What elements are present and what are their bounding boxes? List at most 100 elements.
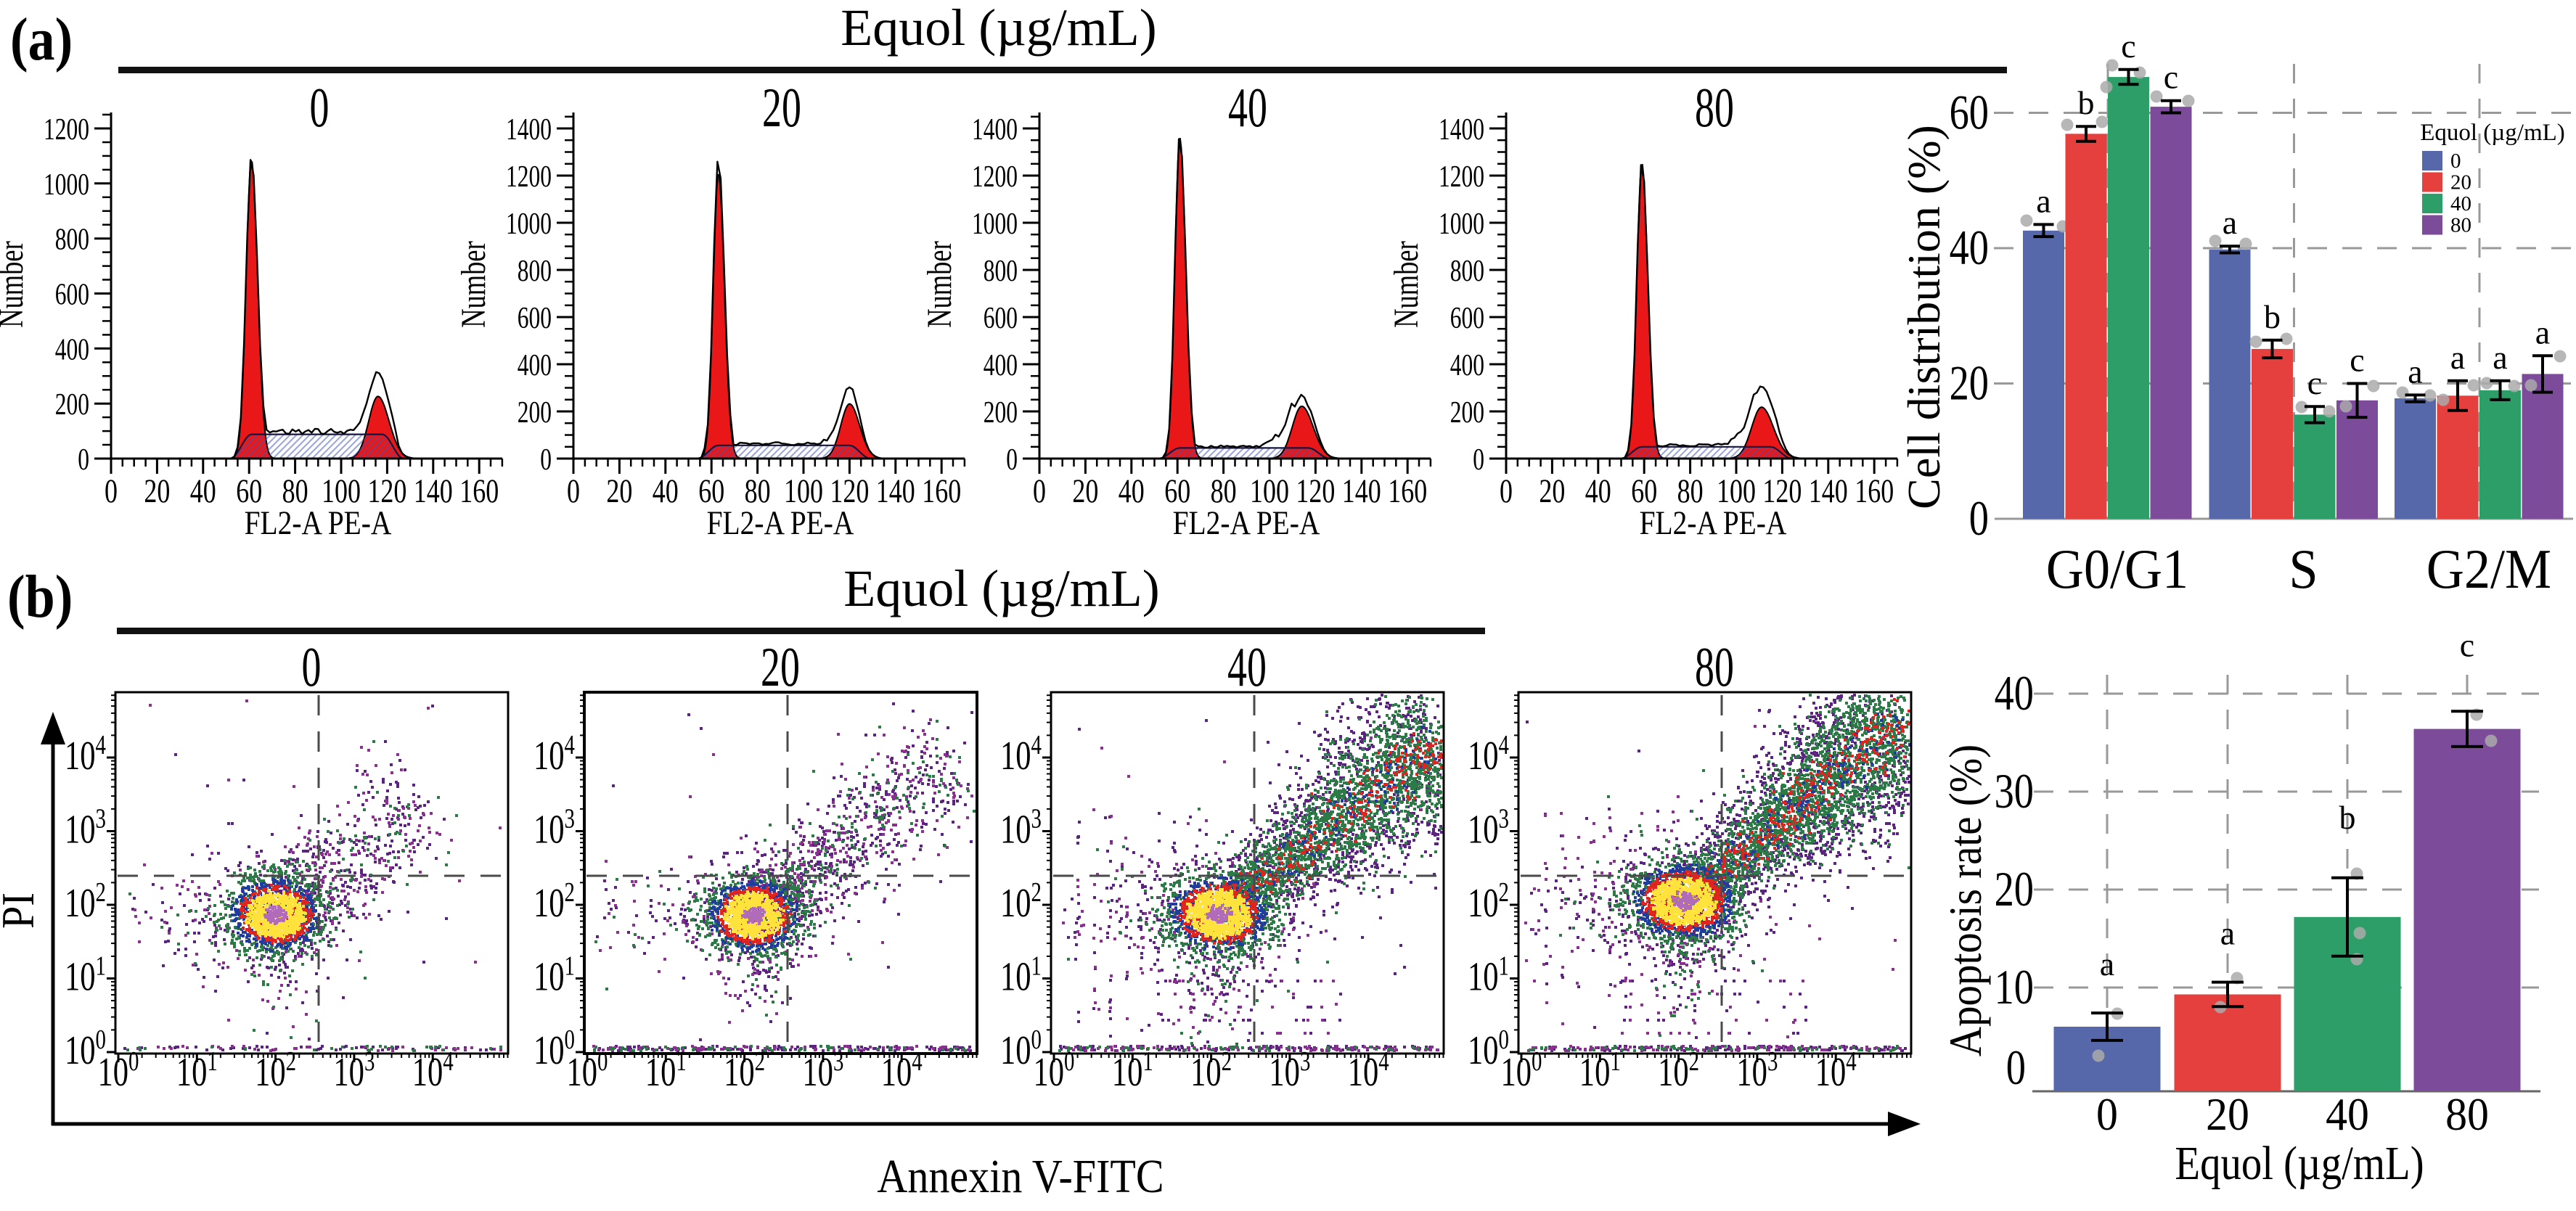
svg-text:a: a (2493, 339, 2507, 376)
svg-text:0: 0 (540, 443, 552, 477)
svg-text:Equol (µg/mL): Equol (µg/mL) (843, 559, 1159, 617)
svg-text:20: 20 (606, 473, 632, 511)
svg-text:104: 104 (1815, 1046, 1857, 1094)
svg-text:103: 103 (1000, 804, 1042, 852)
svg-text:0: 0 (302, 637, 322, 699)
svg-text:40: 40 (1995, 666, 2034, 721)
svg-text:800: 800 (518, 255, 552, 288)
svg-text:120: 120 (830, 473, 869, 511)
svg-text:0: 0 (2006, 1040, 2026, 1095)
svg-text:120: 120 (1296, 473, 1335, 511)
svg-text:1000: 1000 (506, 208, 552, 241)
svg-text:1200: 1200 (44, 113, 89, 147)
svg-text:Equol (µg/mL): Equol (µg/mL) (841, 0, 1156, 57)
svg-text:400: 400 (518, 349, 552, 382)
svg-text:800: 800 (55, 223, 89, 256)
svg-text:80: 80 (1695, 78, 1734, 139)
svg-text:200: 200 (1450, 396, 1484, 430)
svg-text:a: a (2100, 945, 2114, 982)
svg-text:80: 80 (282, 473, 308, 511)
svg-text:60: 60 (236, 473, 262, 511)
svg-text:40: 40 (1950, 221, 1989, 275)
svg-text:c: c (2307, 364, 2322, 401)
svg-text:80: 80 (1211, 473, 1237, 511)
svg-text:S: S (2289, 539, 2318, 601)
svg-text:40: 40 (1119, 473, 1145, 511)
svg-text:c: c (2460, 626, 2474, 663)
svg-text:60: 60 (1950, 86, 1989, 140)
svg-text:Number: Number (0, 241, 30, 328)
svg-text:1400: 1400 (506, 113, 552, 147)
svg-text:1000: 1000 (44, 168, 89, 202)
svg-text:a: a (2223, 204, 2237, 241)
svg-text:FL2-A PE-A: FL2-A PE-A (707, 504, 854, 542)
svg-text:160: 160 (1855, 473, 1894, 511)
svg-text:60: 60 (1164, 473, 1190, 511)
svg-text:40: 40 (2450, 192, 2471, 215)
svg-text:FL2-A PE-A: FL2-A PE-A (1173, 504, 1320, 542)
svg-text:400: 400 (55, 333, 89, 366)
svg-text:G0/G1: G0/G1 (2046, 539, 2188, 601)
svg-text:0: 0 (310, 78, 330, 139)
svg-text:Apoptosis rate (%): Apoptosis rate (%) (1940, 744, 1992, 1056)
svg-text:200: 200 (984, 396, 1018, 430)
svg-text:c: c (2164, 59, 2178, 96)
svg-text:140: 140 (414, 473, 453, 511)
svg-text:b: b (2339, 799, 2356, 836)
svg-text:Annexin V-FITC: Annexin V-FITC (877, 1151, 1164, 1203)
svg-text:20: 20 (1950, 356, 1989, 411)
svg-text:1000: 1000 (972, 208, 1018, 241)
svg-text:140: 140 (1342, 473, 1381, 511)
svg-text:1000: 1000 (1439, 208, 1484, 241)
svg-text:40: 40 (2326, 1090, 2369, 1141)
svg-text:Number: Number (920, 241, 959, 328)
svg-text:20: 20 (762, 78, 801, 139)
svg-text:20: 20 (2206, 1090, 2249, 1141)
svg-text:600: 600 (1450, 302, 1484, 335)
svg-text:60: 60 (698, 473, 724, 511)
svg-text:Cell distribution (%): Cell distribution (%) (1898, 125, 1950, 509)
svg-text:160: 160 (459, 473, 499, 511)
svg-text:Number: Number (454, 241, 493, 328)
svg-text:600: 600 (518, 302, 552, 335)
svg-text:60: 60 (1631, 473, 1657, 511)
svg-text:FL2-A PE-A: FL2-A PE-A (1640, 504, 1787, 542)
svg-text:20: 20 (1539, 473, 1565, 511)
svg-text:0: 0 (2450, 149, 2461, 173)
svg-text:100: 100 (784, 473, 823, 511)
svg-text:Equol (µg/mL): Equol (µg/mL) (2420, 120, 2565, 146)
svg-text:80: 80 (745, 473, 771, 511)
svg-text:103: 103 (333, 1046, 375, 1094)
svg-text:30: 30 (1995, 764, 2034, 818)
svg-text:FL2-A PE-A: FL2-A PE-A (245, 504, 392, 542)
svg-text:0: 0 (1969, 491, 1989, 546)
svg-text:100: 100 (1000, 1025, 1042, 1072)
svg-text:0: 0 (78, 443, 89, 477)
svg-text:800: 800 (1450, 255, 1484, 288)
svg-text:20: 20 (1995, 862, 2034, 916)
svg-text:100: 100 (1250, 473, 1289, 511)
svg-text:20: 20 (2450, 171, 2471, 194)
svg-text:800: 800 (984, 255, 1018, 288)
svg-text:160: 160 (922, 473, 961, 511)
svg-text:(b): (b) (7, 563, 73, 631)
svg-text:40: 40 (1228, 78, 1267, 139)
svg-text:20: 20 (144, 473, 170, 511)
svg-text:140: 140 (1809, 473, 1848, 511)
svg-text:101: 101 (1579, 1046, 1621, 1094)
svg-text:1400: 1400 (972, 113, 1018, 147)
svg-text:600: 600 (55, 278, 89, 311)
svg-text:c: c (2121, 28, 2135, 65)
svg-text:0: 0 (2096, 1090, 2118, 1141)
svg-text:400: 400 (1450, 349, 1484, 382)
svg-text:140: 140 (876, 473, 915, 511)
svg-text:40: 40 (1227, 637, 1267, 699)
svg-text:Equol (µg/mL): Equol (µg/mL) (2175, 1137, 2424, 1190)
svg-text:160: 160 (1388, 473, 1427, 511)
svg-text:c: c (2350, 342, 2364, 379)
svg-text:1200: 1200 (972, 160, 1018, 194)
svg-text:10: 10 (1995, 960, 2034, 1014)
svg-text:100: 100 (1717, 473, 1756, 511)
svg-text:400: 400 (984, 349, 1018, 382)
svg-text:200: 200 (518, 396, 552, 430)
